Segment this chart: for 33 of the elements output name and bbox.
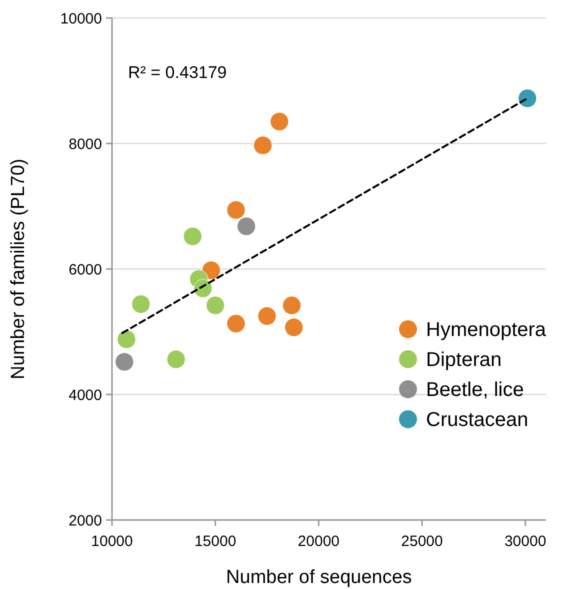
x-tick-label: 15000	[194, 533, 236, 550]
x-axis-title: Number of sequences	[226, 567, 412, 588]
point	[115, 352, 134, 372]
point	[284, 318, 304, 337]
point	[258, 306, 276, 326]
point	[270, 112, 289, 131]
legend-label: Crustacean	[426, 409, 528, 432]
legend-label: Dipteran	[426, 349, 502, 372]
point	[183, 227, 202, 246]
y-tick-label: 2000	[68, 512, 102, 530]
point	[132, 294, 150, 314]
y-tick-label: 4000	[68, 386, 102, 404]
legend-label: Hymenoptera	[426, 319, 547, 342]
y-tick-label: 6000	[68, 261, 102, 278]
legend-label: Beetle, lice	[426, 379, 524, 402]
point	[518, 88, 537, 108]
y-axis-title: Number of families (PL70)	[8, 158, 29, 380]
point	[236, 217, 256, 236]
point	[226, 200, 246, 220]
x-tick-label: 25000	[401, 533, 443, 550]
y-tick-label: 10000	[60, 10, 102, 28]
annotation: R² = 0.43179	[128, 63, 227, 82]
point	[282, 296, 302, 315]
point	[166, 350, 186, 369]
point	[117, 330, 136, 349]
x-tick-label: 20000	[298, 533, 340, 550]
point	[254, 136, 272, 155]
y-tick-label: 8000	[68, 136, 102, 153]
x-tick-label: 30000	[504, 533, 546, 550]
point	[206, 296, 225, 315]
point	[202, 260, 221, 280]
point	[226, 314, 246, 333]
x-tick-label: 10000	[91, 533, 133, 550]
